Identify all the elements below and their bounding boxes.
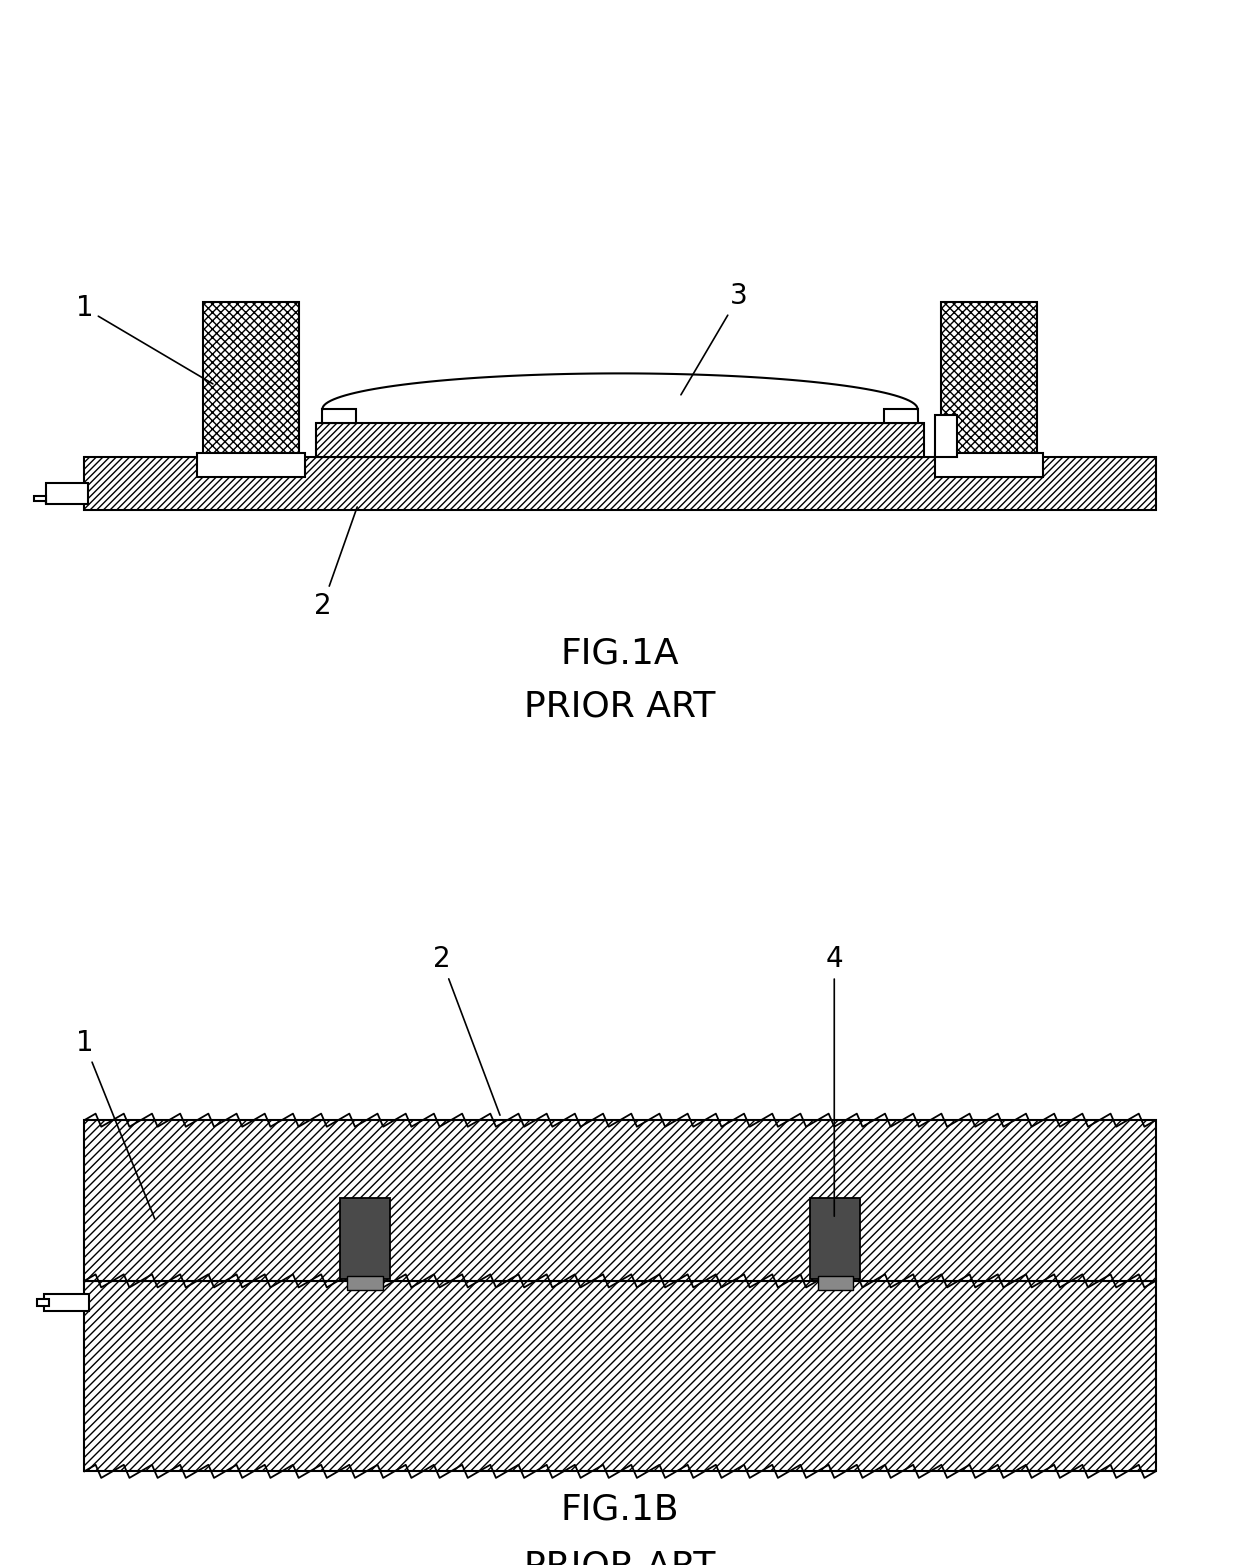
Bar <box>322 408 356 424</box>
Text: PRIOR ART: PRIOR ART <box>525 1549 715 1565</box>
Bar <box>197 454 305 477</box>
Text: 2: 2 <box>314 507 357 620</box>
Bar <box>941 302 1037 457</box>
Text: 1: 1 <box>76 1028 155 1219</box>
Text: 1: 1 <box>76 294 213 383</box>
Bar <box>316 424 924 457</box>
Bar <box>340 1197 391 1279</box>
Bar <box>935 454 1043 477</box>
Text: 3: 3 <box>681 282 748 394</box>
Text: 4: 4 <box>826 945 843 1216</box>
Bar <box>84 1121 1156 1280</box>
Polygon shape <box>35 496 46 504</box>
Text: 2: 2 <box>433 945 500 1116</box>
Bar <box>203 302 299 457</box>
Text: FIG.1B: FIG.1B <box>560 1493 680 1526</box>
Bar <box>884 408 918 424</box>
Bar <box>46 484 88 504</box>
Text: FIG.1A: FIG.1A <box>560 635 680 670</box>
Bar <box>37 1299 48 1305</box>
Bar <box>811 1197 861 1279</box>
Bar <box>817 1275 853 1291</box>
Text: PRIOR ART: PRIOR ART <box>525 690 715 723</box>
Bar <box>935 415 957 457</box>
Bar <box>43 1294 89 1310</box>
Bar <box>84 1280 1156 1471</box>
Bar <box>84 457 1156 510</box>
Bar <box>347 1275 383 1291</box>
